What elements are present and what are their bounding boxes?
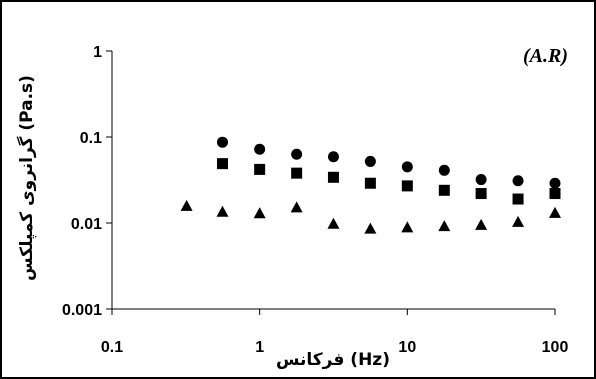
y-tick-label: 0.1	[80, 130, 102, 147]
circle-point	[291, 148, 303, 160]
x-axis-label: فرکانس (Hz)	[276, 350, 390, 370]
square-point	[549, 188, 561, 200]
axes	[111, 51, 555, 310]
x-ticks: 0.1 1 10 100	[101, 309, 569, 356]
triangle-point	[216, 205, 229, 217]
x-tick-label: 100	[542, 339, 569, 356]
x-tick-label: 0.1	[101, 339, 123, 356]
triangle-point	[364, 222, 377, 234]
square-point	[254, 163, 266, 175]
triangle-point	[475, 218, 488, 230]
x-tick-label: 10	[398, 339, 416, 356]
triangle-point	[290, 201, 303, 213]
triangle-point	[512, 215, 525, 227]
circle-point	[364, 155, 376, 167]
y-tick-label: 0.01	[71, 216, 102, 233]
square-point	[475, 188, 487, 200]
chart-annotation: (A.R)	[523, 45, 568, 67]
y-tick-label: 0.001	[62, 302, 102, 319]
triangle-point	[401, 221, 414, 233]
triangle-point	[253, 207, 266, 219]
triangle-point	[549, 206, 561, 218]
triangle-point	[327, 217, 340, 229]
y-axis-label: ﮔﺮاﻧﺮوی ﻛﻤﭙﻠﻜﺲ (Pa.s)	[16, 75, 37, 281]
circle-point	[512, 175, 524, 187]
square-point	[438, 184, 450, 196]
square-point	[512, 193, 524, 205]
circle-point	[549, 177, 561, 189]
y-ticks: 0.001 0.01 0.1 1	[62, 44, 112, 319]
x-tick-label: 1	[255, 339, 264, 356]
circle-point	[216, 136, 228, 148]
square-point	[291, 167, 303, 179]
square-point	[364, 177, 376, 189]
square-point	[401, 180, 413, 192]
triangle-point	[438, 220, 451, 232]
circle-point	[254, 143, 266, 155]
circle-point	[401, 161, 413, 173]
y-tick-label: 1	[93, 44, 102, 61]
square-point	[216, 158, 228, 170]
triangle-point	[180, 199, 193, 211]
circle-point	[438, 164, 450, 176]
circle-point	[475, 174, 487, 186]
square-point	[327, 171, 339, 183]
data-marks	[180, 136, 561, 234]
circle-point	[327, 151, 339, 163]
